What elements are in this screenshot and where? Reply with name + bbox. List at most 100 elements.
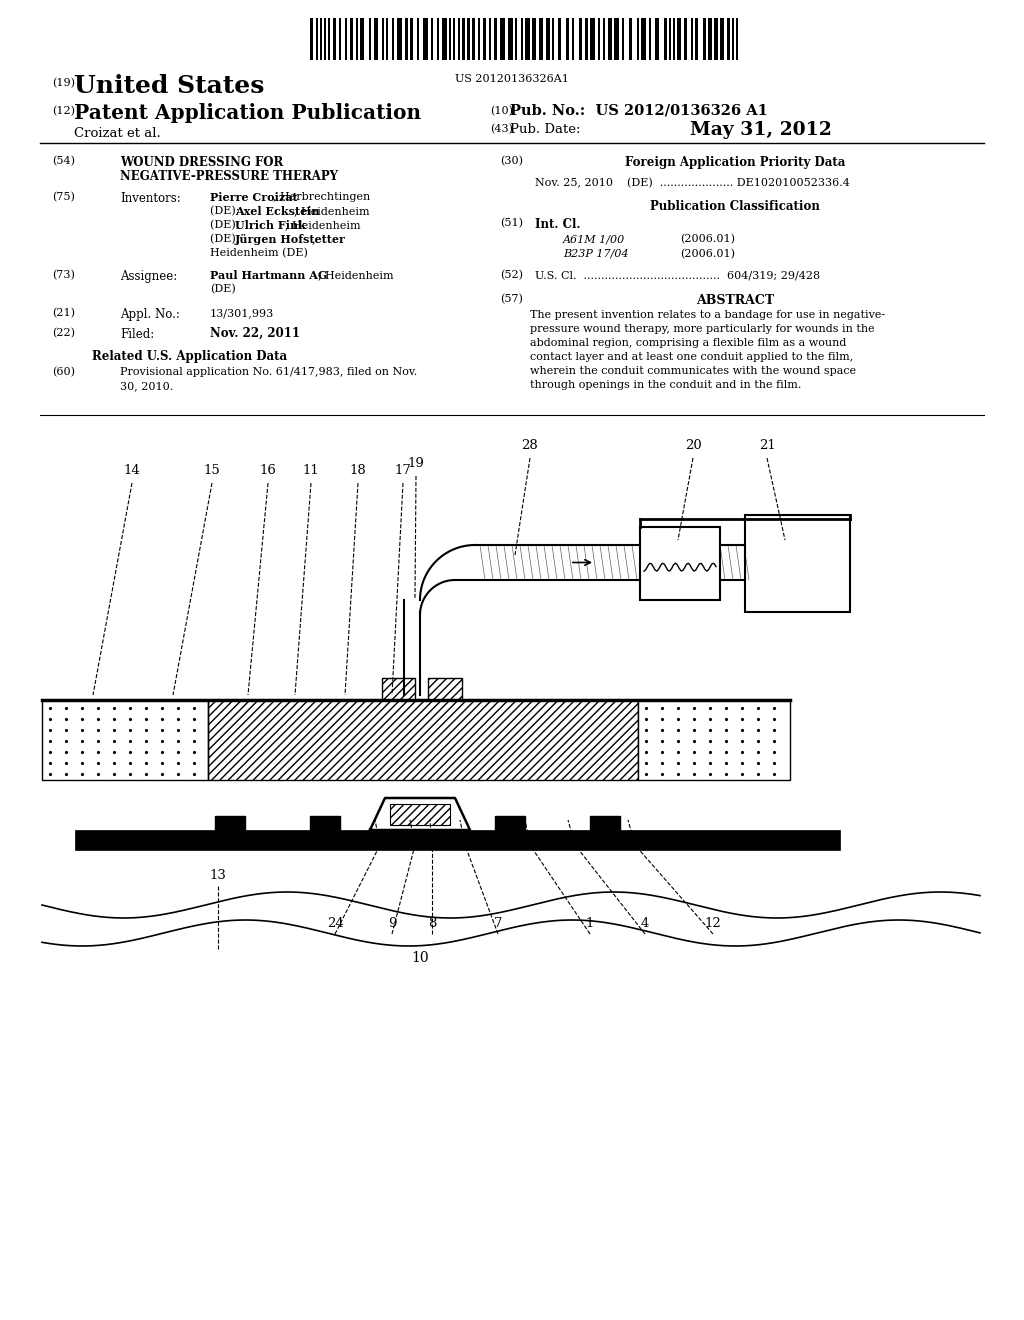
Text: Pub. Date:: Pub. Date: [510,123,581,136]
Text: contact layer and at least one conduit applied to the film,: contact layer and at least one conduit a… [530,352,853,362]
Bar [494,18,497,59]
Bar [489,18,490,59]
Bar [483,18,486,59]
Text: (52): (52) [500,271,523,280]
Text: Related U.S. Application Data: Related U.S. Application Data [92,350,288,363]
Bar [720,18,724,59]
Text: , Heidenheim: , Heidenheim [318,271,393,280]
Bar [745,515,850,612]
Text: A61M 1/00: A61M 1/00 [563,234,626,244]
Bar [360,18,364,59]
Bar [437,18,439,59]
Text: 17: 17 [394,465,412,477]
Bar [521,18,523,59]
Bar [500,18,505,59]
Text: (DE): (DE) [210,284,236,294]
Bar [736,18,738,59]
Bar [603,18,605,59]
Bar [629,18,632,59]
Text: (54): (54) [52,156,75,166]
Text: (57): (57) [500,294,523,305]
Text: Foreign Application Priority Data: Foreign Application Priority Data [625,156,845,169]
Bar [673,18,675,59]
Text: Filed:: Filed: [120,327,155,341]
Bar [345,18,347,59]
Text: The present invention relates to a bandage for use in negative-: The present invention relates to a banda… [530,310,885,319]
Bar [390,804,450,825]
Bar [208,700,638,780]
Bar [406,18,408,59]
Bar [515,18,517,59]
Bar [637,18,639,59]
Bar [495,816,525,834]
Bar [664,18,667,59]
Text: ABSTRACT: ABSTRACT [696,294,774,308]
Text: abdominal region, comprising a flexible film as a wound: abdominal region, comprising a flexible … [530,338,847,348]
Bar [386,18,388,59]
Bar [410,18,413,59]
Text: Paul Hartmann AG: Paul Hartmann AG [210,271,328,281]
Bar [552,18,554,59]
Bar [382,18,384,59]
Bar [350,18,353,59]
Text: Assignee:: Assignee: [120,271,177,282]
Text: 10: 10 [412,950,429,965]
Text: NEGATIVE-PRESSURE THERAPY: NEGATIVE-PRESSURE THERAPY [120,170,338,183]
Text: Jürgen Hofstetter: Jürgen Hofstetter [236,234,346,246]
Bar [638,700,790,780]
Text: 13: 13 [210,869,226,882]
Bar [339,18,341,59]
Text: , Heidenheim: , Heidenheim [294,206,370,216]
Bar [453,18,455,59]
Text: Patent Application Publication: Patent Application Publication [74,103,421,123]
Text: Ulrich Fink: Ulrich Fink [236,220,306,231]
Text: 11: 11 [303,465,319,477]
Bar [558,18,561,59]
Text: Provisional application No. 61/417,983, filed on Nov.: Provisional application No. 61/417,983, … [120,367,417,378]
Text: (DE);: (DE); [210,234,243,244]
Text: May 31, 2012: May 31, 2012 [690,121,831,139]
Bar [215,816,245,834]
Bar [310,18,313,59]
Text: 30, 2010.: 30, 2010. [120,381,173,391]
Text: 1: 1 [586,917,594,931]
Text: (75): (75) [52,191,75,202]
Text: Pub. No.:  US 2012/0136326 A1: Pub. No.: US 2012/0136326 A1 [510,103,768,117]
Bar [684,18,687,59]
Bar [708,18,712,59]
Text: through openings in the conduit and in the film.: through openings in the conduit and in t… [530,380,802,389]
Text: (10): (10) [490,106,513,116]
Bar [333,18,336,59]
Bar [655,18,659,59]
Text: , Herbrechtingen: , Herbrechtingen [273,191,371,202]
Text: Int. Cl.: Int. Cl. [535,218,581,231]
Bar [714,18,718,59]
Bar [374,18,378,59]
Bar [579,18,582,59]
Bar [566,18,569,59]
Text: (19): (19) [52,78,75,88]
Bar [458,18,460,59]
Bar [539,18,543,59]
Text: 20: 20 [685,440,701,451]
Bar [572,18,574,59]
Text: 13/301,993: 13/301,993 [210,308,274,318]
Text: (2006.01): (2006.01) [680,249,735,259]
Text: Croizat et al.: Croizat et al. [74,127,161,140]
Bar [546,18,550,59]
Text: Axel Eckstein: Axel Eckstein [236,206,319,216]
Bar [608,18,612,59]
Bar [525,18,530,59]
Bar [356,18,358,59]
Bar [319,18,322,59]
Bar [677,18,681,59]
Bar [428,678,462,700]
Bar [727,18,730,59]
Bar [442,18,447,59]
Bar [423,18,428,59]
Text: (DE);: (DE); [210,220,243,230]
Text: Pierre Croizat: Pierre Croizat [210,191,298,203]
Bar [590,18,595,59]
Bar [382,678,415,700]
Bar [703,18,706,59]
